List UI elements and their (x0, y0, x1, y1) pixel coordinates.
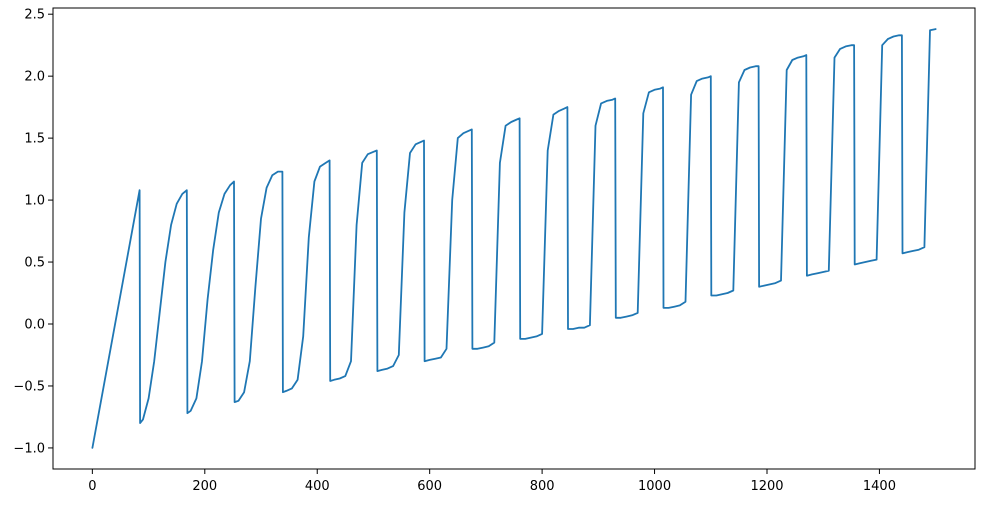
series-line (91, 28, 937, 449)
y-tick-label: −1.0 (13, 441, 45, 456)
x-tick-label: 1000 (638, 479, 671, 494)
y-tick-label: 1.0 (24, 194, 45, 209)
x-tick-label: 0 (88, 479, 96, 494)
y-tick-label: 0.0 (24, 318, 45, 333)
series-group (91, 28, 937, 449)
x-tick-label: 1400 (863, 479, 896, 494)
y-tick-label: 2.0 (24, 70, 45, 85)
x-tick-label: 800 (530, 479, 555, 494)
y-axis: −1.0 −0.5 0.0 0.5 1.0 1.5 2.0 2.5 (13, 8, 53, 456)
plot-area-border (52, 7, 976, 470)
y-tick-label: 1.5 (24, 132, 45, 147)
y-tick-label: 0.5 (24, 256, 45, 271)
x-tick-label: 200 (192, 479, 217, 494)
x-tick-label: 1200 (750, 479, 783, 494)
y-tick-label: 2.5 (24, 8, 45, 23)
y-tick-label: −0.5 (13, 379, 45, 394)
plot-frame (52, 7, 976, 470)
x-tick-label: 400 (305, 479, 330, 494)
x-axis: 0 200 400 600 800 1000 1200 1400 (88, 469, 896, 494)
x-tick-label: 600 (417, 479, 442, 494)
